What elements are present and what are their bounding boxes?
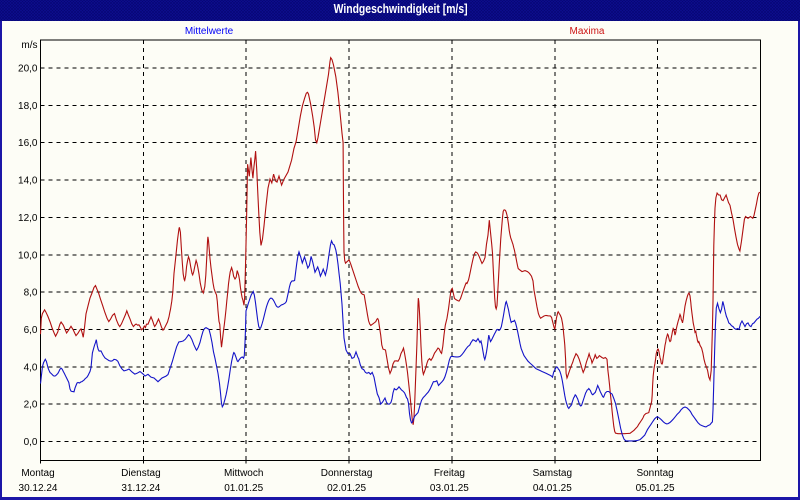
svg-text:30.12.24: 30.12.24 [19,483,58,494]
svg-text:Mittwoch: Mittwoch [224,468,263,479]
svg-text:02.01.25: 02.01.25 [327,483,366,494]
svg-text:16,0: 16,0 [18,138,38,149]
svg-text:18,0: 18,0 [18,101,38,112]
svg-text:6,0: 6,0 [24,325,38,336]
svg-text:31.12.24: 31.12.24 [121,483,160,494]
svg-text:05.01.25: 05.01.25 [636,483,675,494]
svg-text:2,0: 2,0 [24,400,38,411]
svg-text:Mittelwerte: Mittelwerte [185,26,234,37]
svg-text:Dienstag: Dienstag [121,468,160,479]
svg-text:Freitag: Freitag [434,468,465,479]
svg-text:m/s: m/s [21,40,37,51]
svg-text:14,0: 14,0 [18,176,38,187]
svg-text:0,0: 0,0 [24,437,38,448]
svg-text:Montag: Montag [21,468,54,479]
svg-text:04.01.25: 04.01.25 [533,483,572,494]
svg-text:20,0: 20,0 [18,64,38,75]
svg-text:4,0: 4,0 [24,362,38,373]
svg-text:Sonntag: Sonntag [636,468,673,479]
svg-text:12,0: 12,0 [18,213,38,224]
svg-text:Samstag: Samstag [533,468,572,479]
svg-text:Maxima: Maxima [569,26,604,37]
svg-text:10,0: 10,0 [18,250,38,261]
svg-text:Donnerstag: Donnerstag [321,468,373,479]
svg-text:03.01.25: 03.01.25 [430,483,469,494]
svg-text:8,0: 8,0 [24,288,38,299]
svg-text:01.01.25: 01.01.25 [224,483,263,494]
